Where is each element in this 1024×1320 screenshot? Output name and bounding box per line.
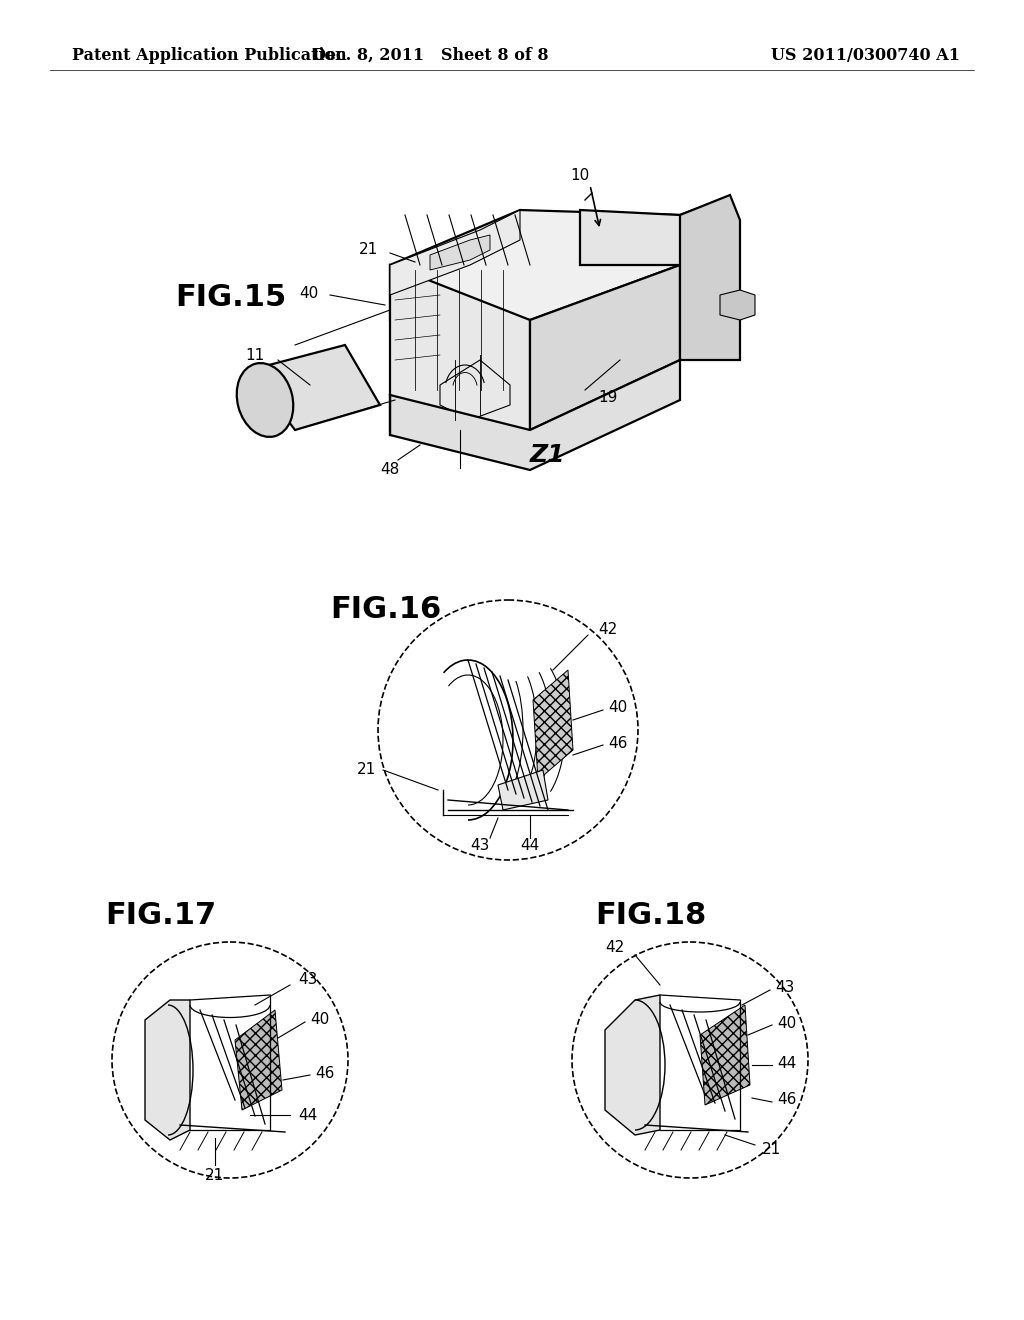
Polygon shape bbox=[534, 671, 573, 780]
Circle shape bbox=[112, 942, 348, 1177]
Polygon shape bbox=[498, 770, 548, 810]
Polygon shape bbox=[440, 360, 510, 420]
Text: 40: 40 bbox=[608, 701, 628, 715]
Text: 43: 43 bbox=[298, 973, 317, 987]
Text: 40: 40 bbox=[310, 1012, 330, 1027]
Polygon shape bbox=[390, 360, 680, 470]
Polygon shape bbox=[390, 210, 520, 294]
Text: FIG.18: FIG.18 bbox=[595, 900, 707, 929]
Text: 43: 43 bbox=[470, 837, 489, 853]
Circle shape bbox=[378, 601, 638, 861]
Text: 42: 42 bbox=[598, 623, 617, 638]
Text: 48: 48 bbox=[380, 462, 399, 478]
Polygon shape bbox=[530, 265, 680, 430]
Polygon shape bbox=[145, 1001, 190, 1140]
Polygon shape bbox=[700, 1005, 750, 1105]
Text: 46: 46 bbox=[315, 1065, 335, 1081]
Text: 43: 43 bbox=[775, 981, 795, 995]
Text: 21: 21 bbox=[358, 243, 378, 257]
Polygon shape bbox=[250, 345, 380, 430]
Polygon shape bbox=[605, 995, 660, 1135]
Polygon shape bbox=[720, 290, 755, 319]
Text: 19: 19 bbox=[598, 391, 617, 405]
Text: 46: 46 bbox=[777, 1093, 797, 1107]
Text: Dec. 8, 2011   Sheet 8 of 8: Dec. 8, 2011 Sheet 8 of 8 bbox=[311, 46, 548, 63]
Text: 40: 40 bbox=[777, 1015, 797, 1031]
Text: 11: 11 bbox=[246, 347, 265, 363]
Polygon shape bbox=[430, 235, 490, 271]
Text: 40: 40 bbox=[299, 285, 318, 301]
Text: Patent Application Publication: Patent Application Publication bbox=[72, 46, 347, 63]
Text: FIG.15: FIG.15 bbox=[175, 284, 287, 313]
Polygon shape bbox=[390, 265, 530, 430]
Text: 44: 44 bbox=[777, 1056, 797, 1071]
Text: 21: 21 bbox=[356, 763, 376, 777]
Ellipse shape bbox=[237, 363, 293, 437]
Text: FIG.16: FIG.16 bbox=[330, 595, 441, 624]
Text: FIG.17: FIG.17 bbox=[105, 900, 216, 929]
Text: 21: 21 bbox=[762, 1143, 781, 1158]
Text: 21: 21 bbox=[206, 1167, 224, 1183]
Polygon shape bbox=[680, 195, 740, 360]
Text: 42: 42 bbox=[606, 940, 625, 956]
Text: 44: 44 bbox=[298, 1107, 317, 1122]
Text: 44: 44 bbox=[520, 837, 540, 853]
Polygon shape bbox=[234, 1010, 282, 1110]
Text: 46: 46 bbox=[608, 735, 628, 751]
Text: Z1: Z1 bbox=[530, 444, 565, 467]
Polygon shape bbox=[580, 201, 720, 265]
Circle shape bbox=[572, 942, 808, 1177]
Text: 10: 10 bbox=[570, 168, 590, 182]
Polygon shape bbox=[390, 210, 680, 319]
Text: US 2011/0300740 A1: US 2011/0300740 A1 bbox=[771, 46, 961, 63]
